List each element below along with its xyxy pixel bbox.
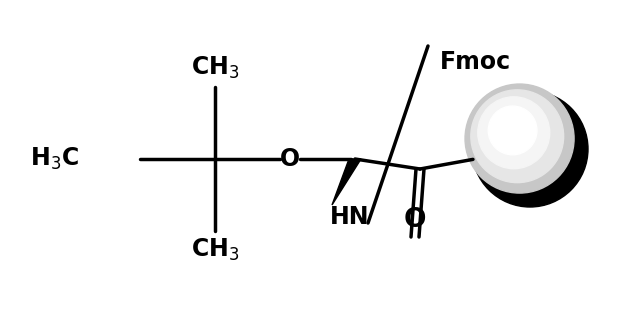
Circle shape bbox=[472, 91, 588, 207]
Circle shape bbox=[501, 117, 527, 142]
Circle shape bbox=[478, 97, 550, 169]
Text: HN: HN bbox=[330, 205, 369, 229]
Text: Fmoc: Fmoc bbox=[440, 50, 511, 74]
Text: O: O bbox=[404, 207, 426, 233]
Text: CH$_3$: CH$_3$ bbox=[191, 237, 239, 263]
Text: H$_3$C: H$_3$C bbox=[30, 146, 79, 172]
Text: CH$_3$: CH$_3$ bbox=[191, 55, 239, 81]
Circle shape bbox=[488, 106, 537, 155]
Circle shape bbox=[465, 84, 574, 193]
Polygon shape bbox=[332, 159, 361, 205]
Text: O: O bbox=[280, 147, 300, 171]
Circle shape bbox=[471, 90, 564, 183]
